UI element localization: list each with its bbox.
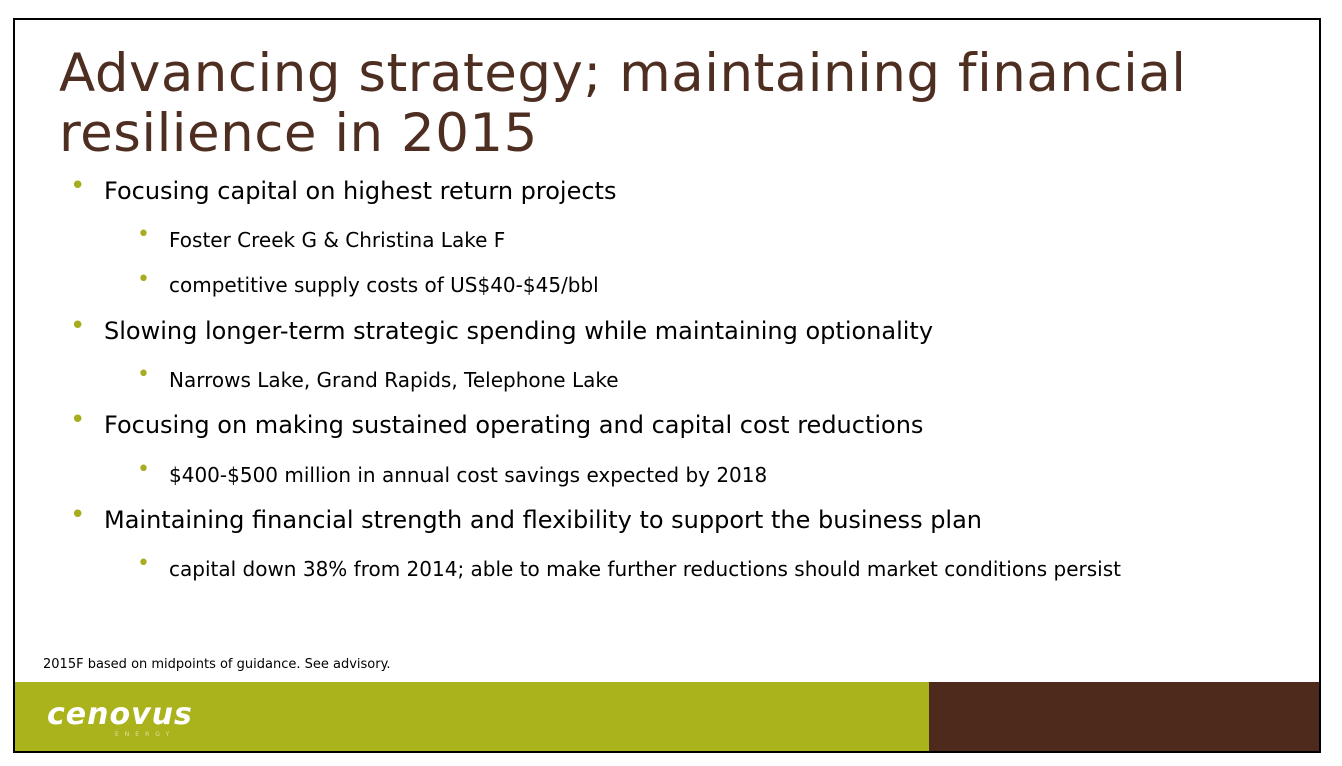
footer-brown-band [929,682,1319,751]
sub-bullet-item: • Foster Creek G & Christina Lake F [137,222,506,252]
bullet-dot-icon: • [70,405,86,435]
bullet-dot-icon: • [137,222,150,247]
bullet-dot-icon: • [137,457,150,482]
sub-bullet-item: • capital down 38% from 2014; able to ma… [137,551,1121,581]
sub-bullet-item: • competitive supply costs of US$40-$45/… [137,267,599,297]
cenovus-logo-subtext: ENERGY [115,731,176,738]
bullet-text: Focusing capital on highest return proje… [104,177,617,205]
footnote: 2015F based on midpoints of guidance. Se… [43,657,391,672]
bullet-dot-icon: • [70,311,86,341]
bullet-dot-icon: • [137,362,150,387]
bullet-text: competitive supply costs of US$40-$45/bb… [169,273,599,297]
bullet-item: • Slowing longer-term strategic spending… [70,311,934,345]
bullet-item: • Maintaining financial strength and fle… [70,500,983,534]
slide-title: Advancing strategy; maintaining financia… [59,43,1187,164]
bullet-text: Foster Creek G & Christina Lake F [169,228,506,252]
bullet-text: $400-$500 million in annual cost savings… [169,463,768,487]
bullet-text: Narrows Lake, Grand Rapids, Telephone La… [169,368,619,392]
sub-bullet-item: • $400-$500 million in annual cost savin… [137,457,768,487]
bullet-dot-icon: • [70,500,86,530]
bullet-dot-icon: • [70,171,86,201]
bullet-text: Slowing longer-term strategic spending w… [104,317,934,345]
bullet-text: capital down 38% from 2014; able to make… [169,557,1121,581]
bullet-item: • Focusing capital on highest return pro… [70,171,617,205]
bullet-text: Focusing on making sustained operating a… [104,411,924,439]
bullet-item: • Focusing on making sustained operating… [70,405,924,439]
sub-bullet-item: • Narrows Lake, Grand Rapids, Telephone … [137,362,619,392]
cenovus-logo: cenovus [47,697,193,732]
footer-green-band [15,682,929,751]
bullet-text: Maintaining financial strength and flexi… [104,506,983,534]
bullet-dot-icon: • [137,551,150,576]
slide: Advancing strategy; maintaining financia… [13,18,1321,753]
bullet-dot-icon: • [137,267,150,292]
